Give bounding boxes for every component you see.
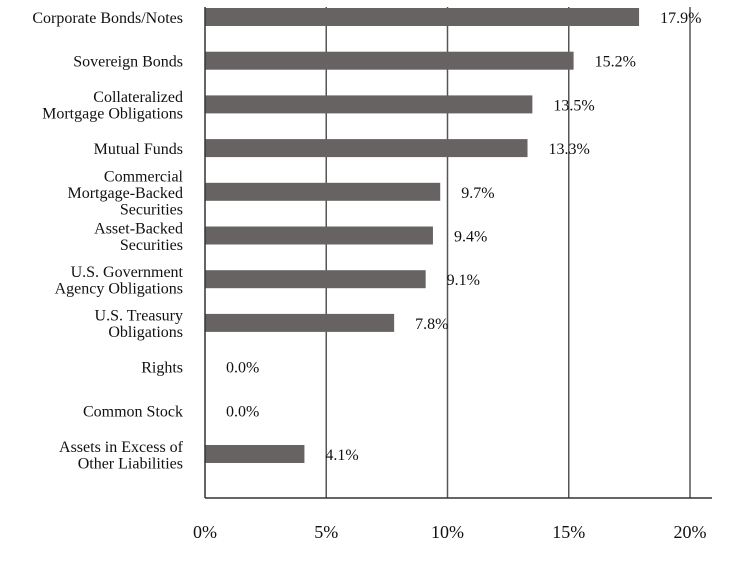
value-label: 9.1% bbox=[447, 272, 480, 289]
bar-7 bbox=[205, 313, 395, 332]
value-label: 13.3% bbox=[549, 141, 590, 158]
value-label: 15.2% bbox=[595, 54, 636, 71]
value-label: 17.9% bbox=[660, 10, 701, 27]
x-tick-label: 5% bbox=[314, 522, 338, 542]
bar-6 bbox=[205, 270, 426, 289]
value-labels: 17.9% 15.2% 13.5% 13.3% 9.7% 9.4% 9.1% 7.8% 0.0%… bbox=[226, 10, 701, 464]
category-label: Assets in Excess of Other Liabilities bbox=[59, 439, 184, 473]
category-label: Rights bbox=[141, 360, 183, 377]
bar-5 bbox=[205, 226, 433, 245]
bar-4 bbox=[205, 182, 441, 201]
x-tick-label: 20% bbox=[674, 522, 707, 542]
value-label: 0.0% bbox=[226, 360, 259, 377]
category-label: Mutual Funds bbox=[94, 141, 183, 158]
x-tick-label: 10% bbox=[431, 522, 464, 542]
category-label: Common Stock bbox=[83, 403, 183, 420]
value-label: 13.5% bbox=[553, 97, 594, 114]
value-label: 9.4% bbox=[454, 229, 487, 246]
category-labels: Corporate Bonds/Notes Sovereign Bonds Coll… bbox=[32, 10, 183, 472]
value-label: 9.7% bbox=[461, 185, 494, 202]
category-label: Corporate Bonds/Notes bbox=[32, 10, 183, 27]
value-label: 4.1% bbox=[325, 447, 358, 464]
bar-3 bbox=[205, 139, 528, 158]
value-label: 7.8% bbox=[415, 316, 448, 333]
category-label: U.S. Government Agency Obligations bbox=[55, 264, 184, 298]
bars bbox=[205, 8, 640, 463]
x-tick-label: 0% bbox=[193, 522, 217, 542]
category-label: U.S. Treasury Obligations bbox=[95, 308, 183, 342]
bar-2 bbox=[205, 95, 533, 114]
category-label: Collateralized Mortgage Obligations bbox=[42, 89, 183, 123]
axes bbox=[204, 7, 712, 499]
grid-lines bbox=[325, 7, 691, 498]
value-label: 0.0% bbox=[226, 403, 259, 420]
bar-10 bbox=[205, 445, 305, 463]
category-label: Sovereign Bonds bbox=[73, 54, 183, 71]
category-label: Commercial Mortgage-Backed Securities bbox=[67, 168, 183, 218]
category-label: Asset-Backed Securities bbox=[94, 220, 183, 254]
x-tick-label: 15% bbox=[552, 522, 585, 542]
bar-0 bbox=[205, 8, 640, 26]
bar-1 bbox=[205, 51, 574, 70]
x-tick-labels: 0% 5% 10% 15% 20% bbox=[193, 522, 707, 542]
